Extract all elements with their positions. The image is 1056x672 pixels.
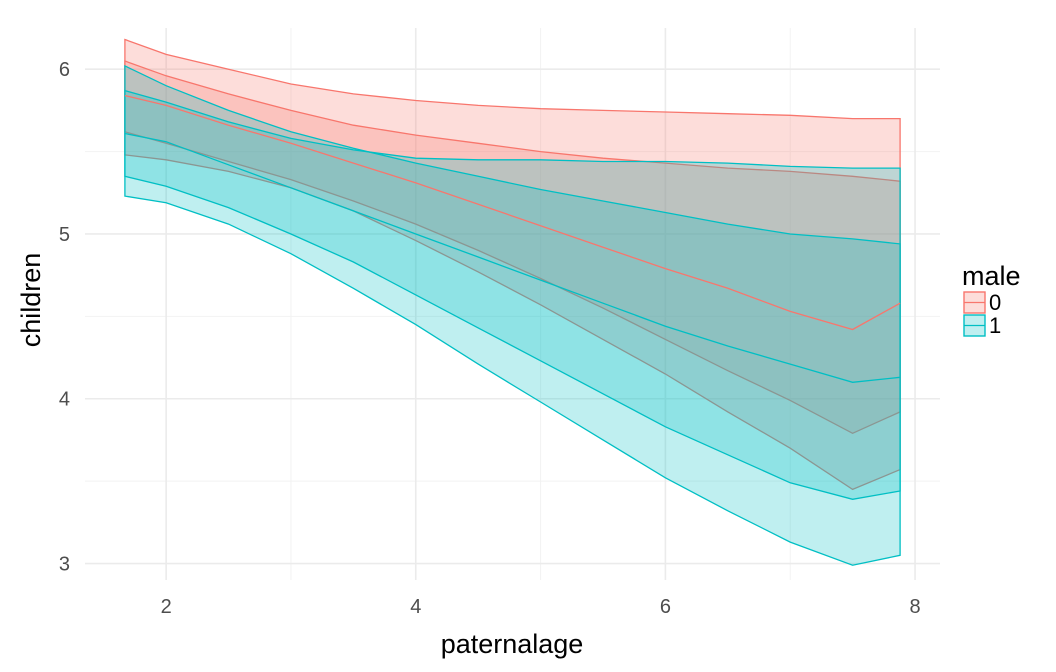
fit-line-layer (124, 94, 901, 383)
x-tick-label: 6 (660, 596, 671, 618)
fit-line-male-0 (124, 94, 901, 331)
ribbon-layer (124, 38, 901, 566)
y-tick-label: 6 (59, 59, 70, 81)
legend: male 01 (962, 261, 1021, 338)
legend-label-0: 0 (989, 290, 1001, 315)
x-tick-label: 4 (410, 596, 421, 618)
ribbon-male-1-1 (124, 89, 901, 566)
y-tick-label: 4 (59, 389, 70, 411)
y-tick-label: 5 (59, 224, 70, 246)
x-axis-title: paternalage (441, 629, 584, 659)
y-tick-label: 3 (59, 554, 70, 576)
x-tick-label: 8 (909, 596, 920, 618)
legend-label-1: 1 (989, 313, 1001, 338)
legend-title: male (962, 261, 1021, 291)
y-axis-title: children (16, 253, 46, 348)
fit-line-male-1 (124, 132, 901, 383)
x-tick-label: 2 (161, 596, 172, 618)
tick-labels: 2 4 6 8 3 4 5 6 (59, 59, 921, 618)
